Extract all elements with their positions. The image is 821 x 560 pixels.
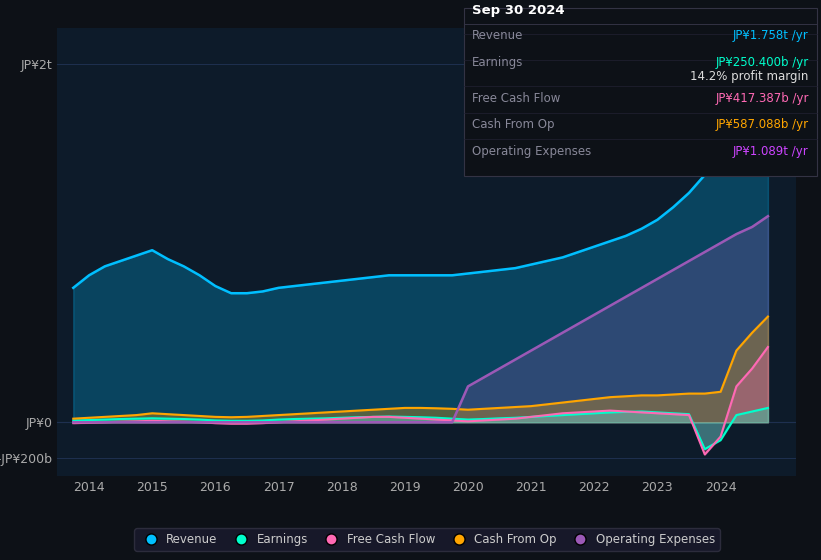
Text: Sep 30 2024: Sep 30 2024 [472,4,565,17]
Legend: Revenue, Earnings, Free Cash Flow, Cash From Op, Operating Expenses: Revenue, Earnings, Free Cash Flow, Cash … [135,528,719,550]
Text: JP¥1.089t /yr: JP¥1.089t /yr [733,144,809,157]
Text: Cash From Op: Cash From Op [472,118,554,131]
Text: 14.2% profit margin: 14.2% profit margin [690,69,809,82]
Text: JP¥587.088b /yr: JP¥587.088b /yr [716,118,809,131]
Text: JP¥250.400b /yr: JP¥250.400b /yr [715,55,809,68]
Text: Operating Expenses: Operating Expenses [472,144,591,157]
Text: Earnings: Earnings [472,55,524,68]
Text: JP¥417.387b /yr: JP¥417.387b /yr [715,92,809,105]
Text: JP¥1.758t /yr: JP¥1.758t /yr [733,29,809,42]
Text: Revenue: Revenue [472,29,524,42]
Text: Free Cash Flow: Free Cash Flow [472,92,561,105]
